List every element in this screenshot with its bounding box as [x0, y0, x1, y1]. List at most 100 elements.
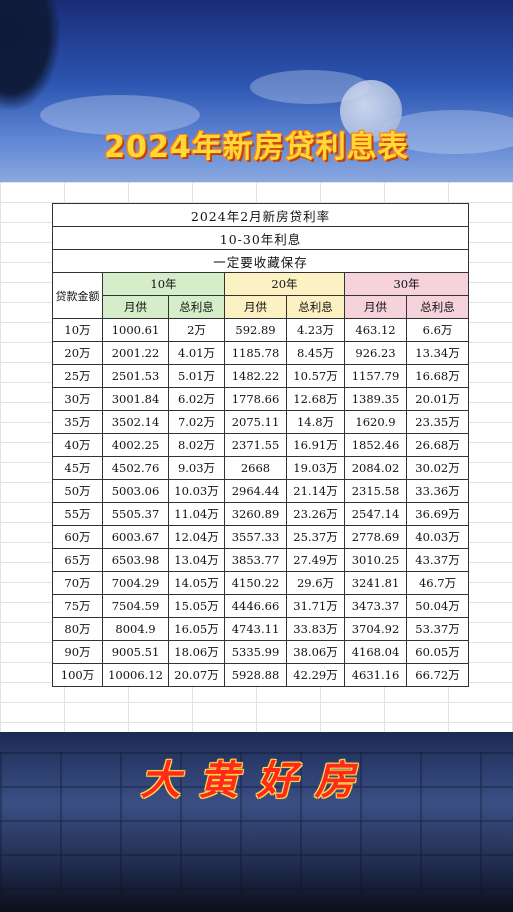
- interest-30y-cell: 53.37万: [405, 617, 470, 641]
- sub-header-total-interest: 总利息: [168, 295, 225, 319]
- monthly-10y-cell: 7504.59: [102, 594, 169, 618]
- interest-30y-cell: 43.37万: [405, 548, 470, 572]
- table-row: 65万 6503.98 13.04万 3853.77 27.49万 3010.25 43.3…: [52, 548, 470, 572]
- interest-30y-cell: 66.72万: [405, 663, 470, 687]
- monthly-20y-cell: 3260.89: [224, 502, 287, 526]
- monthly-30y-cell: 2315.58: [344, 479, 407, 503]
- loan-amount-cell: 90万: [52, 640, 103, 664]
- cloud: [40, 95, 200, 135]
- monthly-10y-cell: 2501.53: [102, 364, 169, 388]
- interest-20y-cell: 23.26万: [286, 502, 345, 526]
- sub-header-total-interest: 总利息: [405, 295, 470, 319]
- monthly-10y-cell: 9005.51: [102, 640, 169, 664]
- interest-10y-cell: 12.04万: [168, 525, 225, 549]
- monthly-30y-cell: 1620.9: [344, 410, 407, 434]
- monthly-20y-cell: 3853.77: [224, 548, 287, 572]
- table-header-note: 一定要收藏保存: [51, 249, 470, 273]
- interest-20y-cell: 16.91万: [286, 433, 345, 457]
- monthly-10y-cell: 1000.61: [102, 318, 169, 342]
- interest-30y-cell: 46.7万: [405, 571, 470, 595]
- interest-10y-cell: 4.01万: [168, 341, 225, 365]
- loan-amount-cell: 80万: [52, 617, 103, 641]
- interest-20y-cell: 12.68万: [286, 387, 345, 411]
- monthly-20y-cell: 1482.22: [224, 364, 287, 388]
- monthly-10y-cell: 4502.76: [102, 456, 169, 480]
- table-row: 30万 3001.84 6.02万 1778.66 12.68万 1389.35 20.01…: [52, 387, 470, 411]
- monthly-10y-cell: 3502.14: [102, 410, 169, 434]
- monthly-30y-cell: 2084.02: [344, 456, 407, 480]
- monthly-20y-cell: 5928.88: [224, 663, 287, 687]
- table-row: 90万 9005.51 18.06万 5335.99 38.06万 4168.04 60.0…: [52, 640, 470, 664]
- monthly-20y-cell: 2964.44: [224, 479, 287, 503]
- interest-10y-cell: 5.01万: [168, 364, 225, 388]
- night-sky-background: [0, 0, 513, 185]
- interest-10y-cell: 11.04万: [168, 502, 225, 526]
- interest-30y-cell: 6.6万: [405, 318, 470, 342]
- page-title: 2024年新房贷利息表: [104, 130, 409, 165]
- loan-amount-cell: 50万: [52, 479, 103, 503]
- monthly-30y-cell: 3241.81: [344, 571, 407, 595]
- interest-10y-cell: 13.04万: [168, 548, 225, 572]
- cloud: [380, 110, 513, 154]
- loan-amount-cell: 10万: [52, 318, 103, 342]
- loan-amount-cell: 100万: [52, 663, 103, 687]
- monthly-20y-cell: 3557.33: [224, 525, 287, 549]
- interest-20y-cell: 38.06万: [286, 640, 345, 664]
- monthly-20y-cell: 4446.66: [224, 594, 287, 618]
- table-row: 50万 5003.06 10.03万 2964.44 21.14万 2315.58 33.3…: [52, 479, 470, 503]
- monthly-20y-cell: 2371.55: [224, 433, 287, 457]
- table-row: 100万 10006.12 20.07万 5928.88 42.29万 4631.16 66…: [52, 663, 470, 687]
- table-row: 10万 1000.61 2万 592.89 4.23万 463.12 6.6万: [52, 318, 470, 342]
- interest-30y-cell: 16.68万: [405, 364, 470, 388]
- monthly-20y-cell: 2668: [224, 456, 287, 480]
- table-row: 55万 5505.37 11.04万 3260.89 23.26万 2547.14 36.6…: [52, 502, 470, 526]
- loan-amount-cell: 30万: [52, 387, 103, 411]
- interest-20y-cell: 19.03万: [286, 456, 345, 480]
- monthly-30y-cell: 3704.92: [344, 617, 407, 641]
- loan-interest-table: 2024年2月新房贷利率 10-30年利息 一定要收藏保存 贷款金额 10年 2…: [51, 203, 470, 687]
- monthly-10y-cell: 8004.9: [102, 617, 169, 641]
- interest-30y-cell: 26.68万: [405, 433, 470, 457]
- monthly-20y-cell: 1185.78: [224, 341, 287, 365]
- interest-20y-cell: 27.49万: [286, 548, 345, 572]
- interest-20y-cell: 31.71万: [286, 594, 345, 618]
- monthly-10y-cell: 10006.12: [102, 663, 169, 687]
- sub-header-total-interest: 总利息: [286, 295, 345, 319]
- loan-amount-cell: 35万: [52, 410, 103, 434]
- monthly-30y-cell: 1852.46: [344, 433, 407, 457]
- interest-20y-cell: 42.29万: [286, 663, 345, 687]
- interest-20y-cell: 4.23万: [286, 318, 345, 342]
- table-row: 70万 7004.29 14.05万 4150.22 29.6万 3241.81 46.7万: [52, 571, 470, 595]
- interest-30y-cell: 30.02万: [405, 456, 470, 480]
- interest-10y-cell: 7.02万: [168, 410, 225, 434]
- monthly-30y-cell: 2778.69: [344, 525, 407, 549]
- table-row: 60万 6003.67 12.04万 3557.33 25.37万 2778.69 40.0…: [52, 525, 470, 549]
- interest-30y-cell: 40.03万: [405, 525, 470, 549]
- table-row: 35万 3502.14 7.02万 2075.11 14.8万 1620.9 23.35万: [52, 410, 470, 434]
- term-20-header: 20年: [224, 272, 345, 296]
- interest-10y-cell: 18.06万: [168, 640, 225, 664]
- moon-icon: [340, 80, 402, 142]
- monthly-10y-cell: 6503.98: [102, 548, 169, 572]
- loan-amount-cell: 75万: [52, 594, 103, 618]
- monthly-10y-cell: 2001.22: [102, 341, 169, 365]
- interest-20y-cell: 21.14万: [286, 479, 345, 503]
- interest-10y-cell: 10.03万: [168, 479, 225, 503]
- interest-10y-cell: 9.03万: [168, 456, 225, 480]
- interest-20y-cell: 8.45万: [286, 341, 345, 365]
- loan-amount-cell: 45万: [52, 456, 103, 480]
- monthly-20y-cell: 4150.22: [224, 571, 287, 595]
- monthly-10y-cell: 5505.37: [102, 502, 169, 526]
- loan-amount-cell: 65万: [52, 548, 103, 572]
- monthly-10y-cell: 5003.06: [102, 479, 169, 503]
- loan-amount-cell: 60万: [52, 525, 103, 549]
- courtyard-background: [0, 732, 513, 912]
- monthly-30y-cell: 2547.14: [344, 502, 407, 526]
- monthly-10y-cell: 3001.84: [102, 387, 169, 411]
- interest-10y-cell: 8.02万: [168, 433, 225, 457]
- monthly-30y-cell: 1389.35: [344, 387, 407, 411]
- monthly-30y-cell: 3473.37: [344, 594, 407, 618]
- loan-amount-cell: 25万: [52, 364, 103, 388]
- monthly-20y-cell: 4743.11: [224, 617, 287, 641]
- loan-amount-cell: 55万: [52, 502, 103, 526]
